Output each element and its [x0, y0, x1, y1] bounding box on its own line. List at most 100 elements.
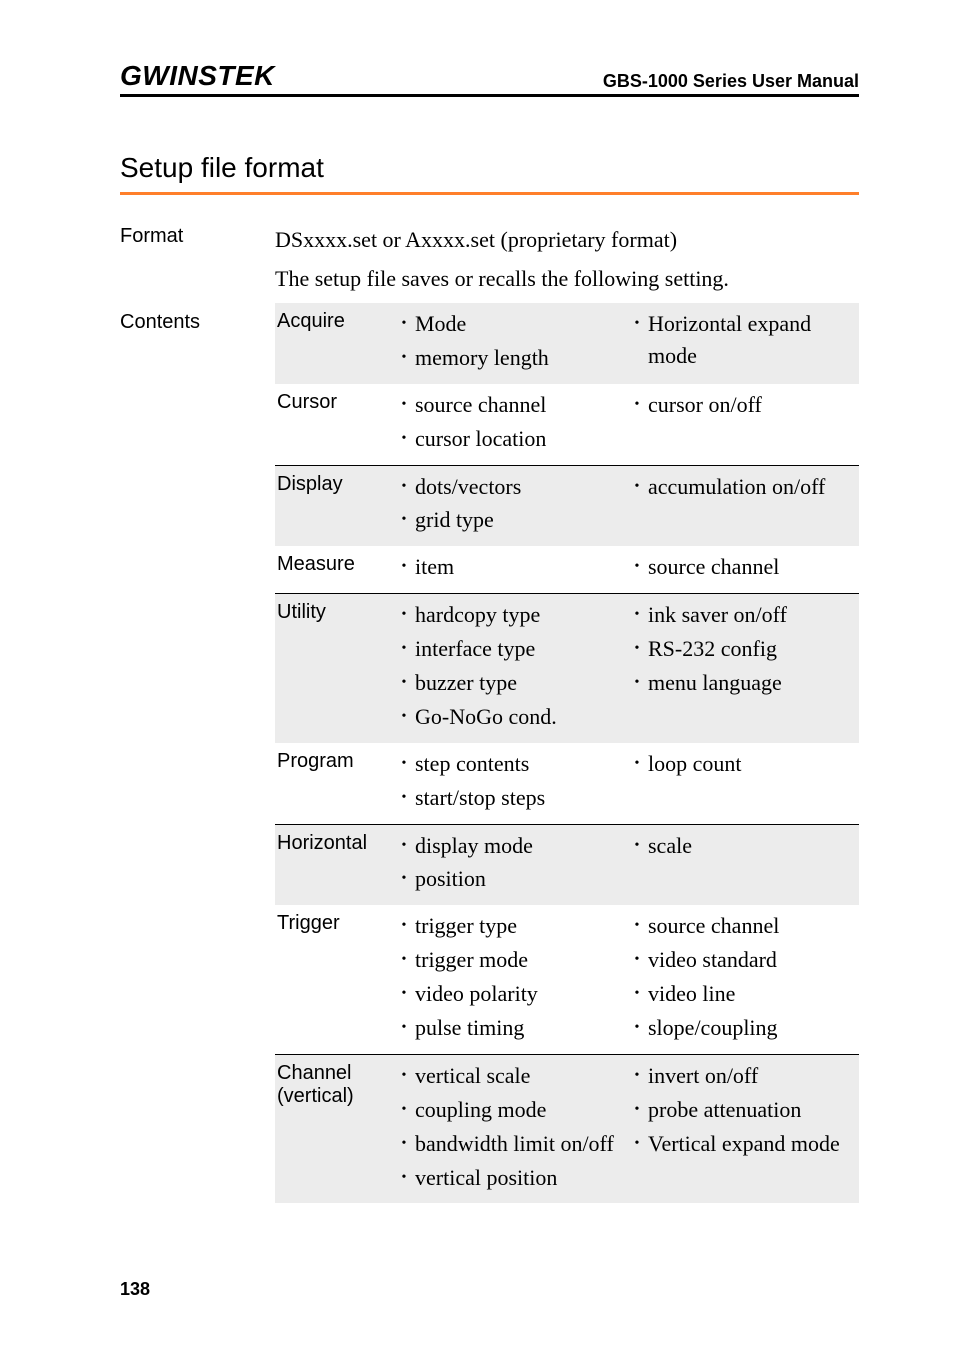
bullet-icon: • [626, 389, 648, 415]
item-text: menu language [648, 667, 859, 699]
table-row: Cursor•source channel•cursor location•cu… [275, 384, 859, 466]
list-item: •probe attenuation [626, 1094, 859, 1126]
column-2: •scale [626, 830, 859, 898]
item-text: Horizontal expand mode [648, 308, 859, 372]
table-row: Utility•hardcopy type•interface type•buz… [275, 594, 859, 743]
list-item: •slope/coupling [626, 1012, 859, 1044]
contents-area: Contents Acquire•Mode•memory length•Hori… [120, 303, 859, 1203]
category-label: Cursor [275, 389, 393, 457]
item-text: Vertical expand mode [648, 1128, 859, 1160]
table-row: Program•step contents•start/stop steps•l… [275, 743, 859, 825]
list-item: •menu language [626, 667, 859, 699]
bullet-icon: • [393, 389, 415, 415]
category-label: Horizontal [275, 830, 393, 898]
item-text: ink saver on/off [648, 599, 859, 631]
table-row: Measure•item•source channel [275, 546, 859, 594]
list-item: •Mode [393, 308, 626, 340]
column-1: •dots/vectors•grid type [393, 471, 626, 539]
item-text: video line [648, 978, 859, 1010]
item-text: accumulation on/off [648, 471, 859, 503]
bullet-icon: • [626, 910, 648, 936]
list-item: •video line [626, 978, 859, 1010]
column-2: •source channel•video standard•video lin… [626, 910, 859, 1046]
list-item: •source channel [626, 551, 859, 583]
item-text: start/stop steps [415, 782, 626, 814]
format-value: DSxxxx.set or Axxxx.set (proprietary for… [275, 223, 859, 295]
list-item: •dots/vectors [393, 471, 626, 503]
brand-logo: GWINSTEK [120, 60, 275, 92]
list-item: •display mode [393, 830, 626, 862]
bullet-icon: • [393, 978, 415, 1004]
list-item: •position [393, 863, 626, 895]
item-text: cursor location [415, 423, 626, 455]
logo-text: GWINSTEK [120, 60, 275, 91]
category-label: Channel (vertical) [275, 1060, 393, 1196]
category-label: Acquire [275, 308, 393, 376]
list-item: •Horizontal expand mode [626, 308, 859, 372]
item-text: position [415, 863, 626, 895]
item-text: display mode [415, 830, 626, 862]
item-text: vertical position [415, 1162, 626, 1194]
item-text: dots/vectors [415, 471, 626, 503]
bullet-icon: • [393, 910, 415, 936]
item-text: video standard [648, 944, 859, 976]
column-1: •display mode•position [393, 830, 626, 898]
item-text: grid type [415, 504, 626, 536]
format-line2: The setup file saves or recalls the foll… [275, 262, 859, 295]
bullet-icon: • [393, 633, 415, 659]
bullet-icon: • [393, 667, 415, 693]
list-item: •cursor location [393, 423, 626, 455]
list-item: •bandwidth limit on/off [393, 1128, 626, 1160]
list-item: •source channel [393, 389, 626, 421]
list-item: •video polarity [393, 978, 626, 1010]
list-item: •memory length [393, 342, 626, 374]
bullet-icon: • [393, 863, 415, 889]
item-text: interface type [415, 633, 626, 665]
list-item: •buzzer type [393, 667, 626, 699]
list-item: •pulse timing [393, 1012, 626, 1044]
item-text: vertical scale [415, 1060, 626, 1092]
bullet-icon: • [626, 944, 648, 970]
contents-table: Acquire•Mode•memory length•Horizontal ex… [275, 303, 859, 1203]
list-item: •RS-232 config [626, 633, 859, 665]
item-text: source channel [415, 389, 626, 421]
item-text: trigger type [415, 910, 626, 942]
table-row: Acquire•Mode•memory length•Horizontal ex… [275, 303, 859, 384]
column-1: •source channel•cursor location [393, 389, 626, 457]
item-text: probe attenuation [648, 1094, 859, 1126]
bullet-icon: • [626, 308, 648, 334]
section-title: Setup file format [120, 152, 859, 195]
list-item: •scale [626, 830, 859, 862]
list-item: •Go-NoGo cond. [393, 701, 626, 733]
item-text: pulse timing [415, 1012, 626, 1044]
item-text: scale [648, 830, 859, 862]
list-item: •start/stop steps [393, 782, 626, 814]
column-1: •vertical scale•coupling mode•bandwidth … [393, 1060, 626, 1196]
bullet-icon: • [393, 701, 415, 727]
contents-label: Contents [120, 303, 275, 1203]
bullet-icon: • [626, 667, 648, 693]
column-2: •loop count [626, 748, 859, 816]
column-1: •hardcopy type•interface type•buzzer typ… [393, 599, 626, 735]
list-item: •trigger type [393, 910, 626, 942]
category-label: Program [275, 748, 393, 816]
table-row: Display•dots/vectors•grid type•accumulat… [275, 466, 859, 547]
item-text: step contents [415, 748, 626, 780]
item-text: slope/coupling [648, 1012, 859, 1044]
column-2: •invert on/off•probe attenuation•Vertica… [626, 1060, 859, 1196]
bullet-icon: • [393, 551, 415, 577]
list-item: •accumulation on/off [626, 471, 859, 503]
bullet-icon: • [626, 633, 648, 659]
item-text: bandwidth limit on/off [415, 1128, 626, 1160]
item-text: loop count [648, 748, 859, 780]
column-1: •item [393, 551, 626, 585]
item-text: source channel [648, 910, 859, 942]
list-item: •grid type [393, 504, 626, 536]
column-2: •Horizontal expand mode [626, 308, 859, 376]
column-1: •Mode•memory length [393, 308, 626, 376]
column-2: •source channel [626, 551, 859, 585]
bullet-icon: • [393, 471, 415, 497]
item-text: video polarity [415, 978, 626, 1010]
bullet-icon: • [393, 782, 415, 808]
bullet-icon: • [626, 1060, 648, 1086]
